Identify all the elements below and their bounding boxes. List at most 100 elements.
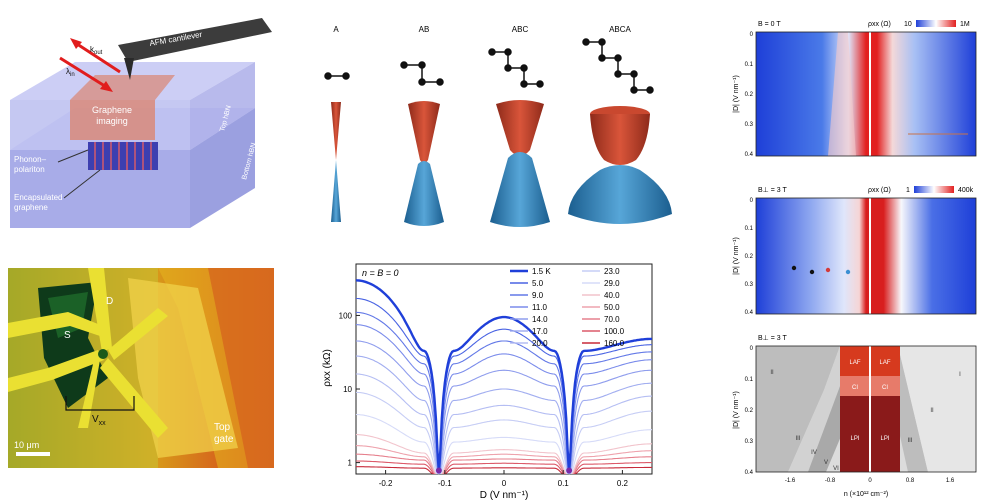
svg-text:LPI: LPI: [850, 436, 859, 442]
x-tick-label: 0.1: [558, 479, 570, 488]
stack-label-abca: ABCA: [609, 25, 631, 34]
band-cone-abc: [490, 100, 550, 227]
map-mid-cbar-max: 400k: [958, 187, 974, 194]
map-top-colorbar: [916, 20, 956, 27]
series-line: [356, 466, 652, 474]
vxx-bracket: [65, 396, 135, 411]
map-mid-ylabel: |D| (V nm⁻¹): [733, 237, 740, 275]
legend-label: 20.0: [532, 339, 548, 348]
chart-x-label: D (V nm⁻¹): [480, 490, 529, 501]
map-mid-yticks: 0 0.1 0.2 0.3 0.4: [745, 198, 754, 316]
legend-label: 50.0: [604, 303, 620, 312]
legend-label: 100.0: [604, 327, 625, 336]
svg-text:0: 0: [750, 198, 754, 204]
svg-text:0.8: 0.8: [906, 478, 915, 484]
phonon-pointer: [57, 149, 89, 163]
phase-xticks: -1.6 -0.8 0 0.8 1.6: [785, 478, 955, 484]
phase-field: B⊥ = 3 T: [758, 335, 787, 342]
svg-text:III: III: [907, 438, 912, 444]
encapsulated-label: Encapsulated graphene: [14, 193, 62, 212]
svg-text:0.1: 0.1: [745, 226, 754, 232]
y-tick-label: 100: [339, 311, 353, 320]
map-top-ylabel: |D| (V nm⁻¹): [733, 75, 740, 113]
svg-text:III: III: [795, 436, 800, 442]
legend-label: 14.0: [532, 315, 548, 324]
stack-diagram-abc: [488, 48, 544, 88]
map-top-cbar-label: ρxx (Ω): [868, 21, 891, 28]
chart-legend: 1.5 K 5.0 9.0 11.0 14.0 17.0 20.0 23.0 29.0 40.0 5…: [510, 267, 625, 348]
svg-text:0: 0: [868, 478, 872, 484]
stacking-bands: A AB ABC ABCA: [324, 25, 672, 227]
phase-region-labels: II III IV V VI LAF LAF CI CI LPI LPI I I…: [770, 360, 961, 472]
legend-label: 40.0: [604, 291, 620, 300]
legend-label: 5.0: [532, 279, 544, 288]
series-line: [356, 453, 652, 474]
legend-label: 11.0: [532, 303, 548, 312]
svg-text:0.4: 0.4: [745, 152, 754, 158]
chart-y-label: ρxx (kΩ): [322, 349, 333, 387]
map-top-cbar-min: 10: [904, 21, 912, 28]
svg-text:0.4: 0.4: [745, 470, 754, 476]
map-top-yticks: 0 0.1 0.2 0.3 0.4: [745, 32, 754, 158]
legend-label: 160.0: [604, 339, 625, 348]
scale-bar-label: 10 μm: [14, 440, 39, 450]
stack-label-abc: ABC: [512, 25, 529, 34]
series-line: [355, 445, 652, 474]
legend-label: 17.0: [532, 327, 548, 336]
map-mid-cbar-label: ρxx (Ω): [868, 187, 891, 194]
stack-label-ab: AB: [419, 25, 430, 34]
map-mid: B⊥ = 3 T ρxx (Ω) 1 400k |D| (V nm⁻¹) 0 0…: [733, 186, 977, 316]
svg-text:0.1: 0.1: [745, 377, 754, 383]
series-line: [356, 434, 652, 474]
svg-text:CI: CI: [882, 385, 888, 391]
resistivity-chart: -0.2 -0.1 0 0.1 0.2 1 10 100 n = B = 0 D (V nm…: [322, 263, 653, 501]
stack-diagram-a: [324, 72, 350, 80]
svg-text:LAF: LAF: [849, 360, 860, 366]
legend-label: 1.5 K: [532, 267, 551, 276]
map-mid-cbar-min: 1: [906, 187, 910, 194]
svg-text:II: II: [930, 408, 934, 414]
legend-label: 70.0: [604, 315, 620, 324]
series-line: [355, 279, 652, 474]
svg-text:LAF: LAF: [879, 360, 890, 366]
x-tick-label: -0.1: [438, 479, 452, 488]
laser-arrows: [59, 38, 121, 92]
series-line: [355, 413, 652, 474]
svg-text:0.2: 0.2: [745, 408, 754, 414]
chart-curves: [355, 279, 653, 475]
chart-y-ticks: 1 10 100: [339, 311, 360, 468]
series-line: [355, 324, 653, 474]
svg-text:0: 0: [750, 32, 754, 38]
phase-diagram: B⊥ = 3 T |D| (V nm⁻¹) n (×10¹² cm⁻²) 0 0…: [733, 335, 977, 498]
device-micrograph: D S Vxx 10 μm Top gate: [8, 268, 274, 468]
stack-diagram-ab: [400, 61, 444, 86]
band-cone-abca: [568, 106, 672, 224]
top-hbn-side: [190, 62, 255, 150]
legend-label: 23.0: [604, 267, 620, 276]
svg-text:1.6: 1.6: [946, 478, 955, 484]
map-mid-colorbar: [914, 186, 954, 193]
band-cone-a: [331, 102, 341, 222]
phase-xlabel: n (×10¹² cm⁻²): [844, 491, 888, 498]
label-d: D: [106, 296, 113, 307]
device-schematic: AFM cantilever kout λin Graphene imaging …: [10, 18, 272, 228]
kin-label: λin: [66, 67, 75, 78]
dip-marker: [566, 467, 573, 474]
series-line: [356, 297, 652, 474]
dip-marker: [435, 467, 442, 474]
series-line: [356, 311, 653, 474]
svg-text:V: V: [824, 460, 828, 466]
map-top-field: B = 0 T: [758, 21, 781, 28]
afm-tip: [124, 58, 134, 80]
svg-text:0: 0: [750, 346, 754, 352]
map-mid-dots: [791, 265, 851, 275]
svg-text:LPI: LPI: [880, 436, 889, 442]
y-tick-label: 1: [348, 459, 353, 468]
x-tick-label: -0.2: [379, 479, 393, 488]
series-line: [356, 340, 653, 474]
svg-text:VI: VI: [833, 466, 839, 472]
svg-text:0.2: 0.2: [745, 92, 754, 98]
svg-text:I: I: [959, 372, 961, 378]
stack-diagram-abca: [582, 38, 654, 94]
svg-text:0.3: 0.3: [745, 282, 754, 288]
